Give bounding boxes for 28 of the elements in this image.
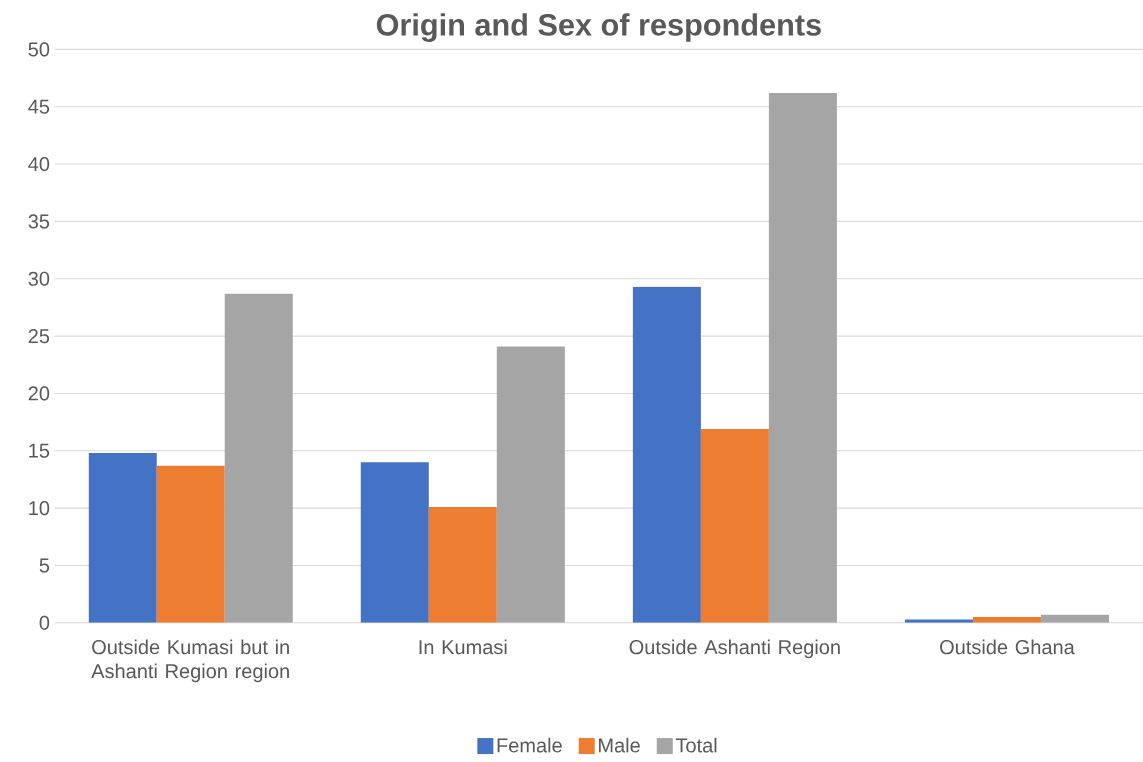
bar	[428, 507, 497, 624]
bar	[224, 293, 293, 624]
y-tick-label: 15	[29, 444, 50, 458]
y-tick-label: 5	[39, 558, 50, 573]
y-tick-label: 0	[39, 615, 50, 631]
x-tick-label: Outside Ashanti Region	[629, 639, 840, 659]
y-tick-label: 50	[28, 42, 50, 57]
legend-label: Male	[599, 738, 640, 753]
chart-title: Origin and Sex of respondents	[376, 13, 821, 43]
bar	[156, 465, 225, 624]
y-tick-label: 10	[29, 501, 50, 516]
x-tick-label: In Kumasi	[419, 639, 507, 655]
y-tick-label: 30	[28, 271, 50, 287]
bar	[88, 453, 157, 624]
x-tick-label: Outside Ghana	[940, 639, 1075, 655]
y-tick-label: 25	[28, 329, 50, 344]
bar	[632, 286, 701, 624]
bar	[360, 462, 429, 624]
x-tick-label: Outside Kumasi but in Ashanti Region region	[91, 639, 289, 683]
y-tick-label: 20	[28, 386, 50, 401]
y-tick-label: 45	[28, 99, 50, 114]
y-tick-label: 40	[28, 157, 50, 172]
y-tick-label: 35	[28, 214, 50, 229]
bar	[700, 429, 769, 624]
bar	[496, 346, 565, 624]
legend-label: Female	[497, 738, 562, 753]
bar	[768, 93, 837, 624]
legend-label: Total	[675, 738, 717, 753]
